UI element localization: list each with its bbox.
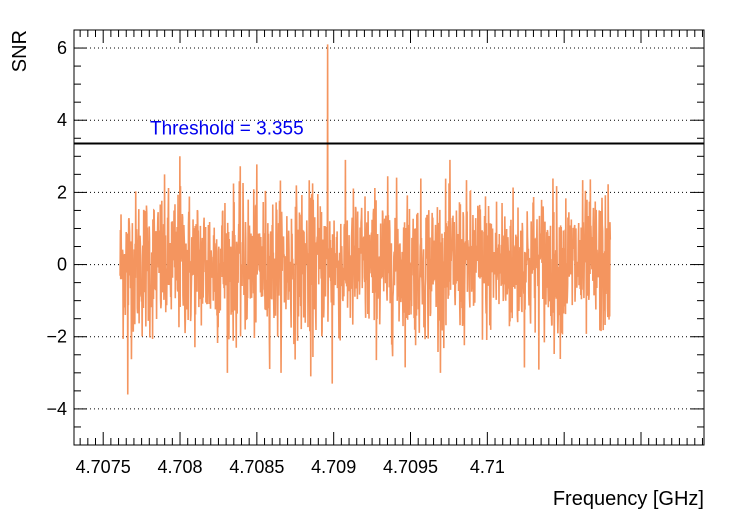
x-tick-label: 4.7095: [383, 457, 438, 477]
y-tick-label: 6: [57, 38, 67, 58]
plot-frame: [73, 29, 705, 446]
x-tick-label: 4.7075: [76, 457, 131, 477]
series-group: [119, 44, 612, 395]
y-tick-label: −2: [46, 327, 67, 347]
y-tick-label: −4: [46, 399, 67, 419]
x-tick-label: 4.709: [311, 457, 356, 477]
x-tick-label: 4.708: [158, 457, 203, 477]
x-axis-ticks: 4.7075 4.708 4.7085 4.709 4.7095 4.71: [76, 30, 703, 477]
x-tick-label: 4.7085: [229, 457, 284, 477]
y-axis-ticks: −4 −2 0 2 4 6: [46, 29, 704, 446]
y-tick-label: 2: [57, 182, 67, 202]
threshold-label: Threshold = 3.355: [150, 118, 304, 139]
y-tick-label: 0: [57, 255, 67, 275]
x-tick-label: 4.71: [470, 457, 505, 477]
x-axis-title: Frequency [GHz]: [553, 488, 704, 510]
y-axis-title: SNR: [9, 30, 31, 72]
y-tick-label: 4: [57, 110, 67, 130]
snr-series-line: [119, 44, 612, 395]
